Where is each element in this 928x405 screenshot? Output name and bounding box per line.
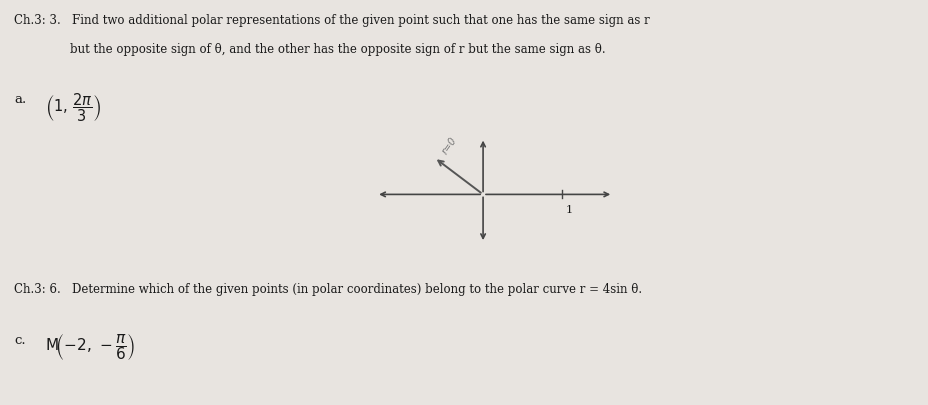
Text: $\left(1,\, \dfrac{2\pi}{3}\right)$: $\left(1,\, \dfrac{2\pi}{3}\right)$ <box>45 91 101 124</box>
Text: c.: c. <box>14 334 26 347</box>
Text: Ch.3: 3.   Find two additional polar representations of the given point such tha: Ch.3: 3. Find two additional polar repre… <box>14 14 649 27</box>
Text: Ch.3: 6.   Determine which of the given points (in polar coordinates) belong to : Ch.3: 6. Determine which of the given po… <box>14 284 641 296</box>
Text: a.: a. <box>14 93 26 106</box>
Text: 1: 1 <box>565 205 573 215</box>
Text: r=0: r=0 <box>440 135 458 156</box>
Text: $\mathrm{M}\!\left(-2,\, -\dfrac{\pi}{6}\right)$: $\mathrm{M}\!\left(-2,\, -\dfrac{\pi}{6}… <box>45 332 135 362</box>
Text: but the opposite sign of θ, and the other has the opposite sign of r but the sam: but the opposite sign of θ, and the othe… <box>70 43 605 55</box>
